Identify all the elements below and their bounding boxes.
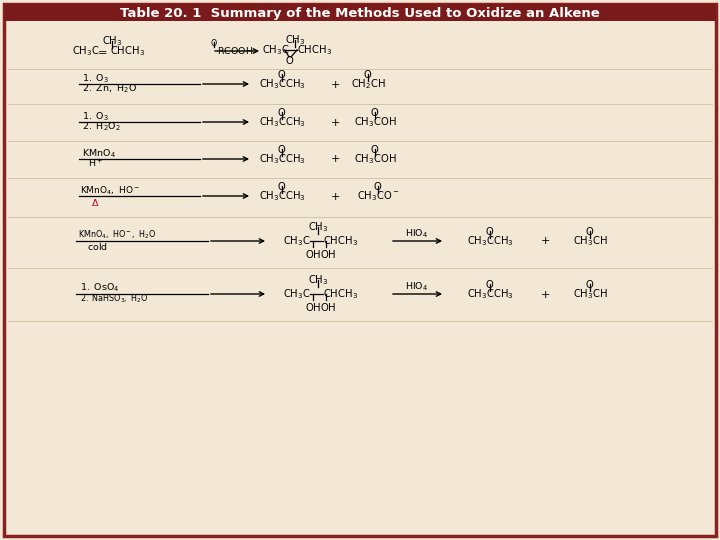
Text: $\mathsf{CH_3CCH_3}$: $\mathsf{CH_3CCH_3}$	[258, 152, 305, 166]
Text: $\mathsf{O}$: $\mathsf{O}$	[277, 68, 287, 80]
Text: $\mathsf{1.\ O_3}$: $\mathsf{1.\ O_3}$	[82, 111, 109, 123]
Text: $\mathsf{CH_3CCH_3}$: $\mathsf{CH_3CCH_3}$	[467, 287, 513, 301]
Text: $\mathsf{2.\ H_2O_2}$: $\mathsf{2.\ H_2O_2}$	[82, 121, 121, 133]
Text: $\mathsf{CH_3CCH_3}$: $\mathsf{CH_3CCH_3}$	[258, 115, 305, 129]
Text: $\mathsf{CHCH_3}$: $\mathsf{CHCH_3}$	[110, 44, 145, 58]
Text: $\mathsf{O}$: $\mathsf{O}$	[277, 143, 287, 155]
Text: $\mathsf{CH_3C}$: $\mathsf{CH_3C}$	[283, 234, 311, 248]
Text: $\mathsf{1.\ OsO_4}$: $\mathsf{1.\ OsO_4}$	[80, 282, 120, 294]
Text: $\mathsf{1.\ O_3}$: $\mathsf{1.\ O_3}$	[82, 73, 109, 85]
Text: $\Delta$: $\Delta$	[91, 197, 99, 207]
Text: $\mathsf{OH}$: $\mathsf{OH}$	[320, 301, 336, 313]
Text: $\mathsf{O}$: $\mathsf{O}$	[485, 225, 495, 237]
Text: $+$: $+$	[330, 78, 340, 90]
Text: $\mathsf{CH_3C}$: $\mathsf{CH_3C}$	[283, 287, 311, 301]
Text: $\mathsf{CH_3}$: $\mathsf{CH_3}$	[307, 220, 328, 234]
Text: $\mathsf{O}$: $\mathsf{O}$	[485, 278, 495, 290]
Text: $\mathsf{CH_3CCH_3}$: $\mathsf{CH_3CCH_3}$	[467, 234, 513, 248]
Text: $\mathsf{2.\ Zn,\ H_2O}$: $\mathsf{2.\ Zn,\ H_2O}$	[82, 83, 137, 95]
Text: $+$: $+$	[330, 191, 340, 201]
Text: $\mathsf{KMnO_4,\ HO^-,\ H_2O}$: $\mathsf{KMnO_4,\ HO^-,\ H_2O}$	[78, 229, 156, 241]
Text: $\mathsf{OH}$: $\mathsf{OH}$	[305, 301, 321, 313]
Text: $\mathsf{CH_2CH}$: $\mathsf{CH_2CH}$	[351, 77, 385, 91]
Text: $\mathsf{CH_3C}$: $\mathsf{CH_3C}$	[72, 44, 100, 58]
Text: $+$: $+$	[330, 117, 340, 127]
Text: $\mathsf{CH_3C}$: $\mathsf{CH_3C}$	[262, 43, 289, 57]
Text: $\mathsf{OH}$: $\mathsf{OH}$	[320, 248, 336, 260]
Text: $+$: $+$	[540, 288, 550, 300]
Text: $\mathsf{CH_3CH}$: $\mathsf{CH_3CH}$	[572, 234, 608, 248]
Text: $\mathsf{2.\ NaHSO_3,\ H_2O}$: $\mathsf{2.\ NaHSO_3,\ H_2O}$	[80, 293, 148, 305]
Text: $\mathsf{HIO_4}$: $\mathsf{HIO_4}$	[405, 228, 428, 240]
Text: $\mathsf{O}$: $\mathsf{O}$	[370, 106, 379, 118]
Text: $\mathsf{CH_3CCH_3}$: $\mathsf{CH_3CCH_3}$	[258, 77, 305, 91]
Text: $\mathsf{KMnO_4}$: $\mathsf{KMnO_4}$	[82, 148, 116, 160]
Bar	[4, 4, 716, 21]
Text: $\mathsf{O}$: $\mathsf{O}$	[285, 54, 294, 66]
Text: $\mathsf{O}$: $\mathsf{O}$	[585, 278, 595, 290]
Text: $\mathsf{HIO_4}$: $\mathsf{HIO_4}$	[405, 281, 428, 293]
Text: $=$: $=$	[95, 46, 107, 56]
Text: $\mathsf{KMnO_4,\ HO^-}$: $\mathsf{KMnO_4,\ HO^-}$	[80, 185, 140, 197]
Text: $\mathsf{cold}$: $\mathsf{cold}$	[87, 240, 108, 252]
Text: $\mathsf{CH_3}$: $\mathsf{CH_3}$	[284, 33, 305, 47]
Text: $\mathsf{OH}$: $\mathsf{OH}$	[305, 248, 321, 260]
Text: $\mathsf{CH_3}$: $\mathsf{CH_3}$	[307, 273, 328, 287]
Text: $\mathsf{CHCH_3}$: $\mathsf{CHCH_3}$	[297, 43, 332, 57]
Text: $\mathsf{CH_3COH}$: $\mathsf{CH_3COH}$	[354, 115, 397, 129]
Text: $\mathsf{CHCH_3}$: $\mathsf{CHCH_3}$	[323, 287, 358, 301]
Text: $\mathsf{CH_3COH}$: $\mathsf{CH_3COH}$	[354, 152, 397, 166]
Text: $+$: $+$	[330, 153, 340, 165]
Text: $\mathsf{CH_3CCH_3}$: $\mathsf{CH_3CCH_3}$	[258, 189, 305, 203]
Text: $\mathsf{O}$: $\mathsf{O}$	[374, 180, 382, 192]
Text: $\mathsf{O}$: $\mathsf{O}$	[370, 143, 379, 155]
Text: $\mathsf{O}$: $\mathsf{O}$	[585, 225, 595, 237]
Text: $\mathsf{O}$: $\mathsf{O}$	[364, 68, 373, 80]
Text: $\mathsf{RCOOH}$: $\mathsf{RCOOH}$	[217, 44, 253, 56]
Text: $+$: $+$	[540, 235, 550, 246]
Text: $\mathsf{CH_3CH}$: $\mathsf{CH_3CH}$	[572, 287, 608, 301]
Text: Table 20. 1  Summary of the Methods Used to Oxidize an Alkene: Table 20. 1 Summary of the Methods Used …	[120, 6, 600, 19]
Text: $\mathsf{CH_3}$: $\mathsf{CH_3}$	[102, 34, 122, 48]
Text: $\mathsf{O}$: $\mathsf{O}$	[210, 37, 218, 48]
Text: $\mathsf{CH_3CO^-}$: $\mathsf{CH_3CO^-}$	[356, 189, 400, 203]
Text: $\mathsf{H^+}$: $\mathsf{H^+}$	[88, 158, 104, 170]
Text: $\mathsf{CHCH_3}$: $\mathsf{CHCH_3}$	[323, 234, 358, 248]
Text: $\mathsf{O}$: $\mathsf{O}$	[277, 106, 287, 118]
Text: $\mathsf{O}$: $\mathsf{O}$	[277, 180, 287, 192]
